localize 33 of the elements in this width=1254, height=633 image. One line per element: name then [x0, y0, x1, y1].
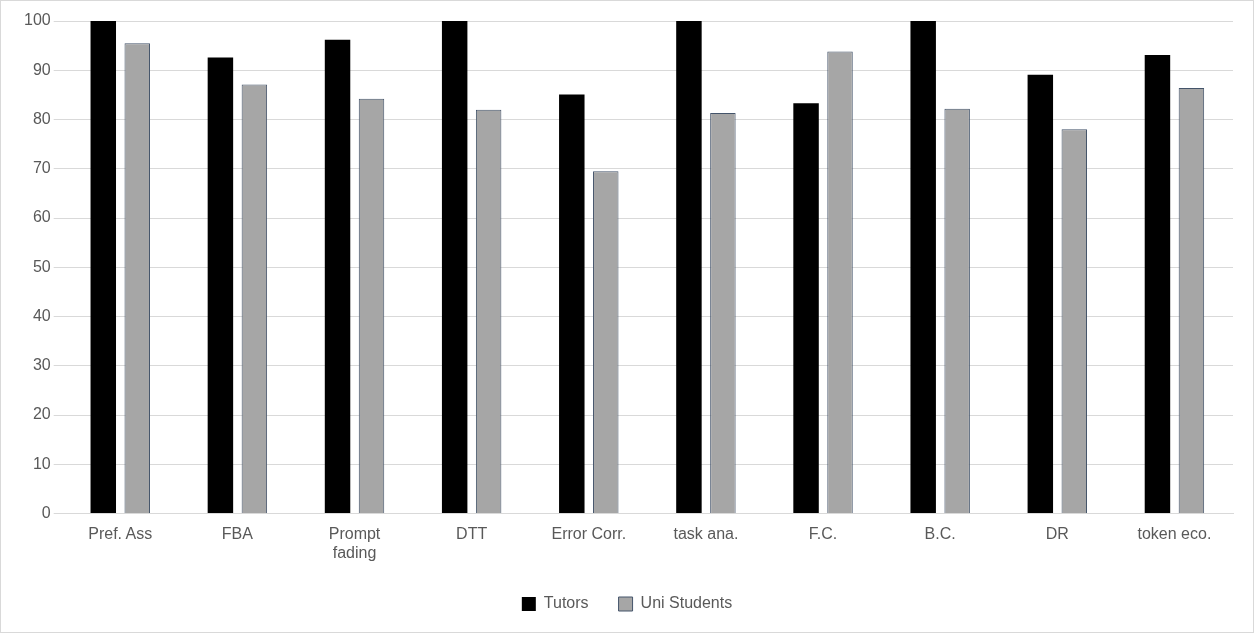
y-tick-label: 50: [32, 257, 51, 275]
y-tick-label: 0: [41, 504, 51, 522]
bar: [441, 21, 468, 514]
x-tick-label: Error Corr.: [551, 524, 627, 542]
y-tick-label: 30: [32, 356, 51, 374]
y-tick-label: 60: [32, 208, 51, 226]
legend-label: Uni Students: [640, 594, 733, 612]
x-tick-label: Prompt fading: [328, 524, 381, 561]
bar: [90, 21, 117, 514]
bar: [910, 21, 936, 514]
x-tick-label: FBA: [221, 524, 254, 542]
x-tick-label: Pref. Ass: [88, 524, 153, 542]
x-tick-label: B.C.: [924, 524, 956, 542]
x-tick-label: DR: [1045, 524, 1069, 542]
bar: [676, 21, 702, 514]
bar: [1144, 54, 1171, 514]
y-tick-label: 10: [32, 454, 51, 472]
y-tick-label: 40: [32, 306, 51, 324]
y-tick-label: 80: [32, 109, 51, 127]
x-tick-label: F.C.: [808, 524, 838, 542]
x-tick-label: DTT: [456, 524, 488, 542]
bar: [793, 103, 819, 514]
x-tick-label: task ana.: [673, 524, 739, 542]
legend-label: Tutors: [543, 594, 589, 612]
bar: [207, 57, 234, 514]
bar: [324, 39, 351, 514]
x-tick-label: token eco.: [1137, 524, 1212, 542]
y-tick-label: 100: [23, 11, 51, 29]
y-tick-label: 90: [32, 60, 51, 78]
y-tick-label: 20: [32, 405, 51, 423]
y-tick-label: 70: [32, 159, 51, 177]
bar: [1027, 74, 1054, 514]
bar: [559, 94, 585, 514]
